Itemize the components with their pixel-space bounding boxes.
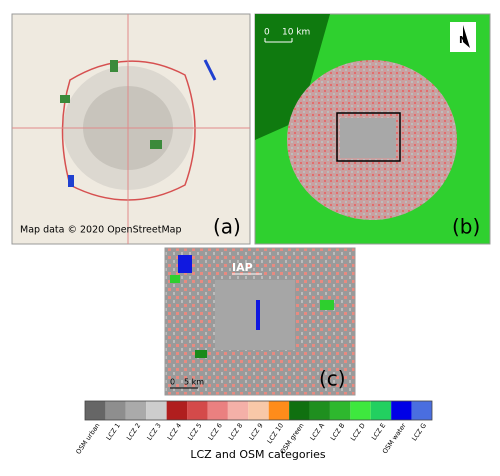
north-arrow xyxy=(463,25,470,48)
park xyxy=(110,60,118,72)
ring-road xyxy=(61,60,196,201)
legend-label: LCZ 10 xyxy=(265,422,285,445)
legend-label: LCZ 3 xyxy=(145,422,162,442)
panel-a: Map data © 2020 OpenStreetMap (a) xyxy=(11,13,251,245)
legend-label: LCZ B xyxy=(329,422,347,442)
green xyxy=(195,350,207,358)
park xyxy=(150,140,162,149)
north-label: N xyxy=(459,35,467,46)
legend-frame xyxy=(84,400,433,421)
legend-swatch xyxy=(329,401,351,420)
legend-swatch xyxy=(309,401,330,420)
legend-swatch xyxy=(146,401,167,420)
legend-label: LCZ 5 xyxy=(186,422,203,442)
park xyxy=(60,95,70,103)
scale-label: 10 km xyxy=(282,28,310,38)
legend-label: LCZ 8 xyxy=(227,422,244,442)
legend-label: LCZ 2 xyxy=(125,422,142,442)
legend-swatch xyxy=(187,401,208,420)
water xyxy=(178,255,192,273)
legend-swatch xyxy=(125,401,147,420)
panel-label: (a) xyxy=(213,215,241,239)
scale-label: 5 km xyxy=(184,378,204,387)
legend-swatch xyxy=(411,401,432,420)
legend-swatch xyxy=(227,401,249,420)
legend-swatch xyxy=(248,401,269,420)
legend-swatch xyxy=(391,401,412,420)
scale-label: 0 xyxy=(170,378,175,387)
legend-label: LCZ 9 xyxy=(247,422,264,442)
legend-title: LCZ and OSM categories xyxy=(190,448,326,461)
legend-label: LCZ D xyxy=(349,422,367,443)
legend-swatch xyxy=(289,401,310,420)
core xyxy=(340,118,396,158)
scale-bar xyxy=(264,38,293,43)
water xyxy=(203,59,217,81)
panel-label: (c) xyxy=(319,367,346,391)
inset-box xyxy=(336,112,401,162)
legend-swatch xyxy=(105,401,126,420)
legend-label: LCZ G xyxy=(410,422,428,443)
panel-b: 0 10 km N (b) xyxy=(254,13,491,245)
panel-label: (b) xyxy=(452,215,480,239)
legend-label: LCZ A xyxy=(308,421,326,442)
scale-label: 0 xyxy=(264,28,270,38)
road xyxy=(12,14,250,244)
legend-swatch xyxy=(350,401,371,420)
legend-label: LCZ 1 xyxy=(105,422,122,442)
forest xyxy=(255,14,330,140)
legend-swatch xyxy=(166,401,188,420)
legend-label: LCZ E xyxy=(370,422,387,442)
legend-label: LCZ 4 xyxy=(166,422,183,442)
water xyxy=(68,175,74,187)
credit: Map data © 2020 OpenStreetMap xyxy=(20,225,182,236)
marker-label: IAP xyxy=(232,261,253,274)
legend-label: OSM urban xyxy=(74,422,101,456)
green xyxy=(320,300,334,310)
legend-label: LCZ 6 xyxy=(207,422,224,442)
legend-swatch xyxy=(370,401,392,420)
green xyxy=(170,275,180,283)
legend-swatch xyxy=(85,401,106,420)
core xyxy=(215,280,295,350)
legend-swatch xyxy=(207,401,228,420)
legend-swatch xyxy=(268,401,290,420)
panel-c: IAP 0 5 km (c) xyxy=(164,247,356,396)
